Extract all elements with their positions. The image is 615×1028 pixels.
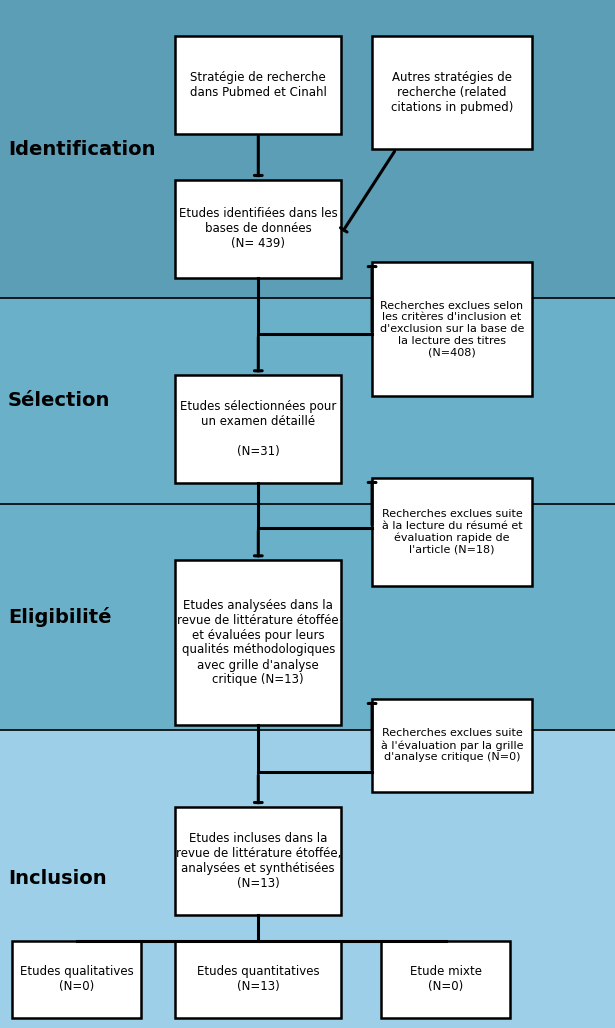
FancyBboxPatch shape	[175, 375, 341, 483]
Text: Etudes sélectionnées pour
un examen détaillé

(N=31): Etudes sélectionnées pour un examen déta…	[180, 400, 336, 458]
Text: Autres stratégies de
recherche (related
citations in pubmed): Autres stratégies de recherche (related …	[391, 71, 513, 114]
FancyBboxPatch shape	[175, 36, 341, 134]
FancyBboxPatch shape	[372, 478, 532, 586]
Text: Recherches exclues selon
les critères d'inclusion et
d'exclusion sur la base de
: Recherches exclues selon les critères d'…	[380, 301, 524, 357]
Text: Recherches exclues suite
à l'évaluation par la grille
d'analyse critique (N=0): Recherches exclues suite à l'évaluation …	[381, 729, 523, 762]
Text: Inclusion: Inclusion	[8, 870, 106, 888]
Text: Etudes qualitatives
(N=0): Etudes qualitatives (N=0)	[20, 965, 133, 993]
FancyBboxPatch shape	[12, 941, 141, 1018]
FancyBboxPatch shape	[372, 262, 532, 396]
Text: Sélection: Sélection	[8, 392, 110, 410]
FancyBboxPatch shape	[175, 807, 341, 915]
Text: Etudes identifiées dans les
bases de données
(N= 439): Etudes identifiées dans les bases de don…	[179, 208, 338, 250]
Bar	[0, 298, 615, 504]
Text: Recherches exclues suite
à la lecture du résumé et
évaluation rapide de
l'articl: Recherches exclues suite à la lecture du…	[382, 509, 522, 555]
FancyBboxPatch shape	[372, 36, 532, 149]
Bar	[0, 730, 615, 1028]
Text: Etudes analysées dans la
revue de littérature étoffée
et évaluées pour leurs
qua: Etudes analysées dans la revue de littér…	[178, 598, 339, 687]
Text: Identification: Identification	[8, 140, 156, 158]
FancyBboxPatch shape	[175, 560, 341, 725]
Text: Eligibilité: Eligibilité	[8, 607, 111, 627]
Text: Etude mixte
(N=0): Etude mixte (N=0)	[410, 965, 482, 993]
FancyBboxPatch shape	[175, 941, 341, 1018]
FancyBboxPatch shape	[381, 941, 510, 1018]
Text: Stratégie de recherche
dans Pubmed et Cinahl: Stratégie de recherche dans Pubmed et Ci…	[190, 71, 327, 99]
Bar	[0, 504, 615, 730]
Text: Etudes incluses dans la
revue de littérature étoffée,
analysées et synthétisées
: Etudes incluses dans la revue de littéra…	[176, 832, 341, 890]
Bar	[0, 0, 615, 298]
FancyBboxPatch shape	[175, 180, 341, 278]
Text: Etudes quantitatives
(N=13): Etudes quantitatives (N=13)	[197, 965, 320, 993]
FancyBboxPatch shape	[372, 699, 532, 792]
